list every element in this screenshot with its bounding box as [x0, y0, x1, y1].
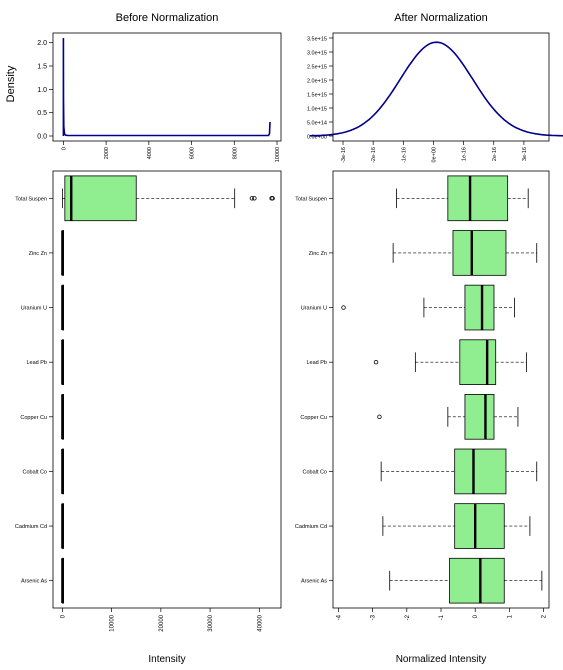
box	[447, 175, 509, 222]
panel-title: Before Normalization	[116, 12, 219, 24]
x-tick-label: 1e-16	[462, 147, 468, 161]
plot-frame	[332, 32, 550, 142]
x-tick-label: 0	[61, 147, 67, 150]
y-tick-label: 0.5	[37, 110, 47, 117]
x-tick-label: 20000	[159, 614, 165, 631]
box	[464, 284, 495, 331]
category-label: Uranium U	[301, 306, 327, 312]
panel-title: After Normalization	[394, 12, 488, 24]
category-label: Zinc Zn	[29, 251, 47, 257]
x-tick-label: -2e-16	[371, 147, 377, 163]
y-tick-label: 1.0e+15	[307, 107, 327, 113]
y-tick-label: 1.0	[37, 87, 47, 94]
outlier-point	[377, 414, 382, 420]
density-line	[62, 37, 271, 137]
y-tick-label: 1.5	[37, 64, 47, 71]
category-label: Zinc Zn	[309, 251, 327, 257]
plot-frame	[52, 170, 282, 609]
category-label: Copper Cu	[300, 415, 327, 421]
boxplot-normalized-panel: Normalized Intensity -4 -3 -2 -1 0 1 2 Total Sus…	[295, 170, 550, 665]
category-label: Total Suspen	[295, 196, 327, 202]
x-tick-label: 30000	[208, 614, 214, 631]
x-tick-label: 0	[60, 614, 66, 618]
category-label: Cobalt Co	[303, 469, 327, 475]
box	[459, 339, 497, 385]
x-tick-label: 10000	[275, 147, 281, 162]
outlier-point	[252, 196, 257, 201]
x-tick-label: 8000	[232, 147, 238, 159]
x-tick-label: 10000	[110, 614, 116, 631]
y-tick-label: 0.0	[37, 134, 47, 141]
y-tick-label: 1.5e+15	[307, 93, 327, 99]
y-tick-label: 2.0	[37, 40, 47, 47]
box	[452, 230, 507, 276]
y-tick-label: 5.0e+14	[307, 121, 327, 127]
category-label: Lead Pb	[307, 360, 328, 366]
category-label: Arsenic As	[301, 579, 327, 585]
plot-frame	[332, 170, 550, 609]
x-tick-label: 4000	[147, 147, 153, 159]
x-tick-label: 6000	[190, 147, 196, 159]
density-line	[309, 41, 563, 137]
x-axis-label: Normalized Intensity	[396, 654, 487, 665]
plot-frame	[52, 32, 282, 142]
x-tick-label: -1	[439, 614, 445, 620]
x-tick-label: 2000	[104, 147, 110, 159]
density-before-panel: Before Normalization Density 0.0 0.5 1.0 1.5 2…	[5, 12, 282, 162]
x-tick-label: -2	[405, 614, 411, 620]
y-tick-label: 2.5e+15	[307, 65, 327, 71]
y-axis-label: Density	[5, 65, 17, 102]
category-label: Arsenic As	[21, 579, 47, 585]
outlier-point	[270, 196, 275, 201]
x-axis-label: Intensity	[148, 654, 185, 665]
category-label: Copper Cu	[20, 415, 47, 421]
x-tick-label: 3e-16	[522, 147, 528, 161]
x-tick-label: 2e-16	[492, 147, 498, 161]
boxplot-intensity-panel: Intensity 0 10000 20000 30000 40000 Total Susp…	[15, 170, 282, 665]
category-label: Cadmium Cd	[15, 524, 47, 530]
box	[464, 394, 495, 440]
x-tick-label: -1e-16	[401, 147, 407, 163]
y-tick-label: 0.0e+00	[307, 135, 327, 141]
category-label: Cobalt Co	[23, 469, 47, 475]
x-tick-label: 0	[473, 614, 479, 618]
box	[64, 175, 137, 222]
category-label: Lead Pb	[27, 360, 48, 366]
box	[454, 448, 507, 495]
box	[449, 557, 505, 604]
x-tick-label: -3e-16	[341, 147, 347, 163]
y-tick-label: 3.5e+15	[307, 37, 327, 43]
y-tick-label: 3.0e+15	[307, 51, 327, 57]
x-tick-label: 0e+00	[431, 147, 437, 162]
x-tick-label: -3	[371, 614, 377, 620]
box	[454, 503, 505, 549]
x-tick-label: 1	[507, 614, 513, 618]
outlier-point	[373, 359, 379, 365]
density-after-panel: After Normalization 0.0e+00 5.0e+14 1.0e+15…	[307, 12, 563, 163]
x-tick-label: -4	[336, 614, 342, 620]
x-tick-label: 2	[542, 614, 548, 618]
category-label: Cadmium Cd	[295, 524, 327, 530]
outlier-point	[341, 305, 346, 310]
y-tick-label: 2.0e+15	[307, 79, 327, 85]
x-tick-label: 40000	[257, 614, 263, 631]
category-label: Uranium U	[21, 306, 47, 312]
category-label: Total Suspen	[15, 196, 47, 202]
outlier-point	[249, 196, 255, 201]
